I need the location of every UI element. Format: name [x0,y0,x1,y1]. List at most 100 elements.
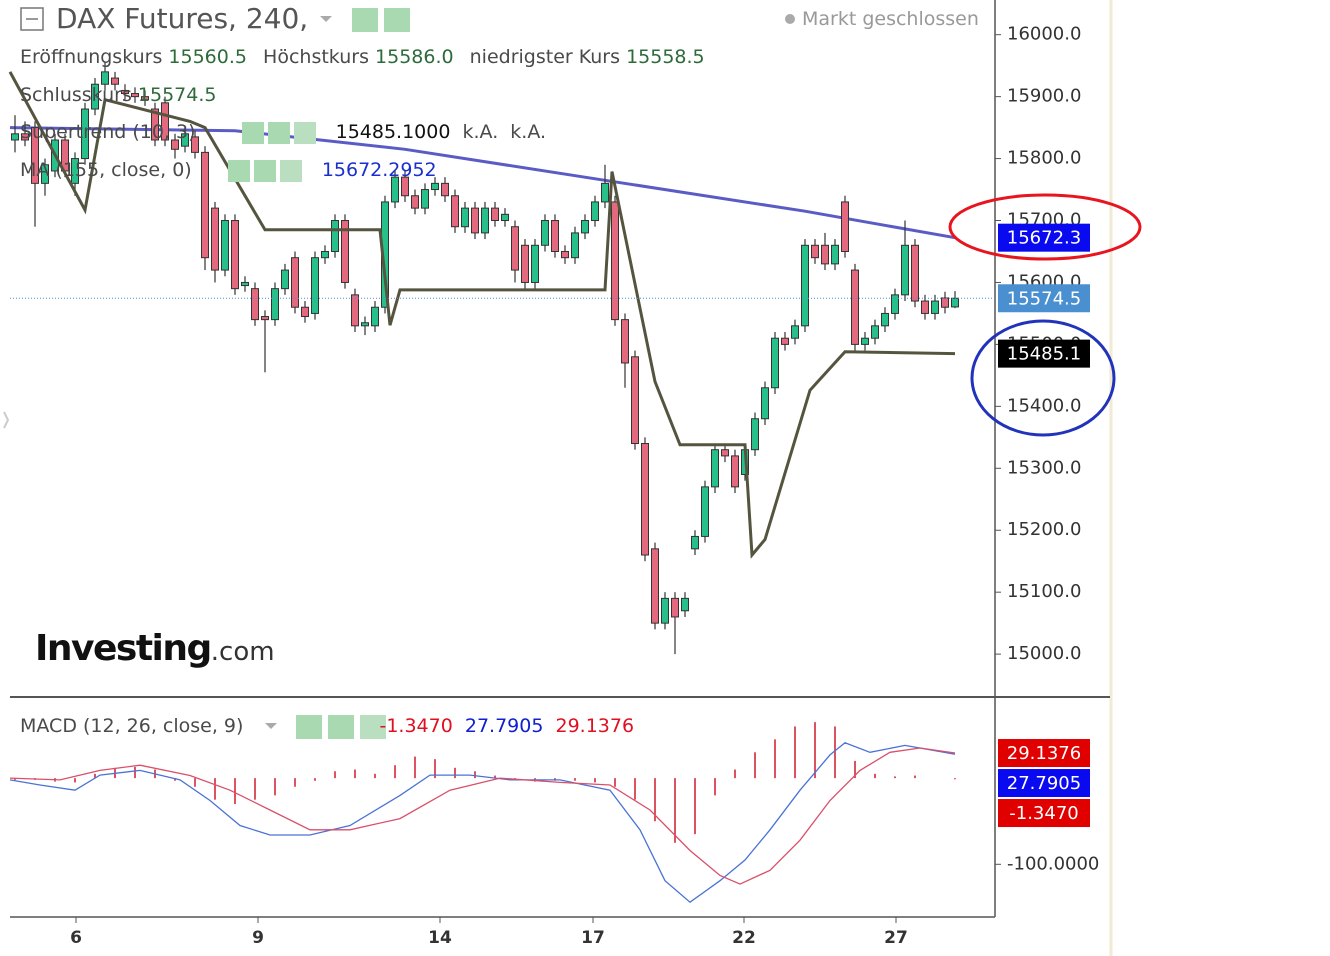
candle-body [221,220,229,271]
candle-body [721,449,729,457]
candle-body [701,486,709,537]
candle-body [481,207,489,234]
background [0,0,1110,956]
candle-body [731,455,739,488]
candle-body [181,133,189,147]
macd-row: MACD (12, 26, close, 9) -1.3470 27.7905 … [20,715,634,737]
candle-body [131,93,139,98]
badges: 15672.3 15574.5 15485.1 29.1376 27.7905 -1.34… [998,223,1090,828]
candle-body [901,244,909,296]
candle-body [451,195,459,228]
y-tick-label: 15000.0 [1007,643,1081,664]
x-tick-label: 17 [581,928,605,948]
y-tick-label: 16000.0 [1007,24,1081,45]
logo-text: Investing [35,628,212,669]
macd-badge-label: 29.1376 [1007,743,1081,764]
candle-body [521,244,529,283]
collapse-icon[interactable] [20,7,44,31]
candle-body [271,288,279,321]
candle-body [691,535,699,550]
y-tick-label: 15300.0 [1007,457,1081,478]
settings-icon[interactable] [253,159,276,182]
macd-badge-label: 27.7905 [1007,773,1081,794]
candle-body [431,182,439,191]
candle-body [461,207,469,228]
y-tick-label: 15400.0 [1007,395,1081,416]
candle-body [281,269,289,290]
candle-body [761,387,769,420]
settings-icon[interactable] [227,159,250,182]
candle-body [561,250,569,259]
candle-body [611,201,619,321]
ohlc-value: 15560.5 [168,46,247,68]
settings-icon[interactable] [241,121,264,144]
side-handle[interactable] [3,411,10,429]
settings-icon[interactable] [328,715,354,739]
candle-body [471,207,479,234]
remove-icon[interactable] [293,121,316,144]
candle-body [621,319,629,364]
candle-body [871,325,879,339]
x-tick-label: 27 [884,928,908,948]
candle-body [941,297,949,308]
candle-body [101,71,109,85]
candle-body [811,244,819,259]
status-dot [785,14,795,24]
candle-body [31,127,39,184]
candle-body [311,257,319,314]
y-tick-label: 15900.0 [1007,86,1081,107]
candle-body [201,151,209,259]
candle-body [501,213,509,222]
remove-icon[interactable] [279,159,302,182]
candle-body [141,96,149,101]
settings-icon[interactable] [384,8,410,32]
candle-body [651,548,659,624]
candle-body [41,164,49,184]
y-tick-label: 15200.0 [1007,519,1081,540]
candle-body [891,294,899,314]
dropdown-arrow[interactable] [265,723,277,729]
candle-body [71,158,79,184]
x-tick-label: 22 [732,928,756,948]
price-badge-label: 15574.5 [1007,288,1081,309]
candle-body [151,108,159,141]
close-row: Schlusskurs 15574.5 [20,84,226,106]
candle-body [821,244,829,265]
signal-line [9,747,956,885]
candle-body [91,83,99,110]
candle-body [371,306,379,327]
indicator-value: -1.3470 [379,715,453,737]
indicator-value: 29.1376 [555,715,635,737]
dropdown-arrow[interactable] [320,16,332,22]
candle-body [491,207,499,222]
price-badge [998,284,1090,313]
candle-body [661,597,669,624]
outer-background [1110,0,1330,956]
ohlc-value: 15558.5 [626,46,705,68]
candle-body [641,443,649,556]
candle-body [81,108,89,160]
logo: Investing.com [35,628,275,669]
x-tick-label: 14 [428,928,452,948]
candle-body [301,306,309,318]
settings-icon[interactable] [296,715,322,739]
candle-body [771,337,779,389]
settings-icon[interactable] [267,121,290,144]
x-tick-label: 9 [252,928,264,948]
price-badge [998,339,1090,368]
remove-icon[interactable] [360,715,386,739]
ohlc-value: 15586.0 [375,46,454,68]
candle-body [111,77,119,85]
candle-body [591,201,599,222]
settings-icon[interactable] [352,8,378,32]
supertrend-row: Supertrend (10, 3) 15485.1000 k.A. k.A. [20,121,546,144]
candle-body [831,244,839,265]
price-pane [8,61,995,655]
ma-row: MA (155, close, 0) 15672.2952 [20,159,437,182]
candle-body [441,182,449,197]
macd-badge [998,739,1090,768]
candle-body [751,418,759,451]
candle-body [551,220,559,252]
